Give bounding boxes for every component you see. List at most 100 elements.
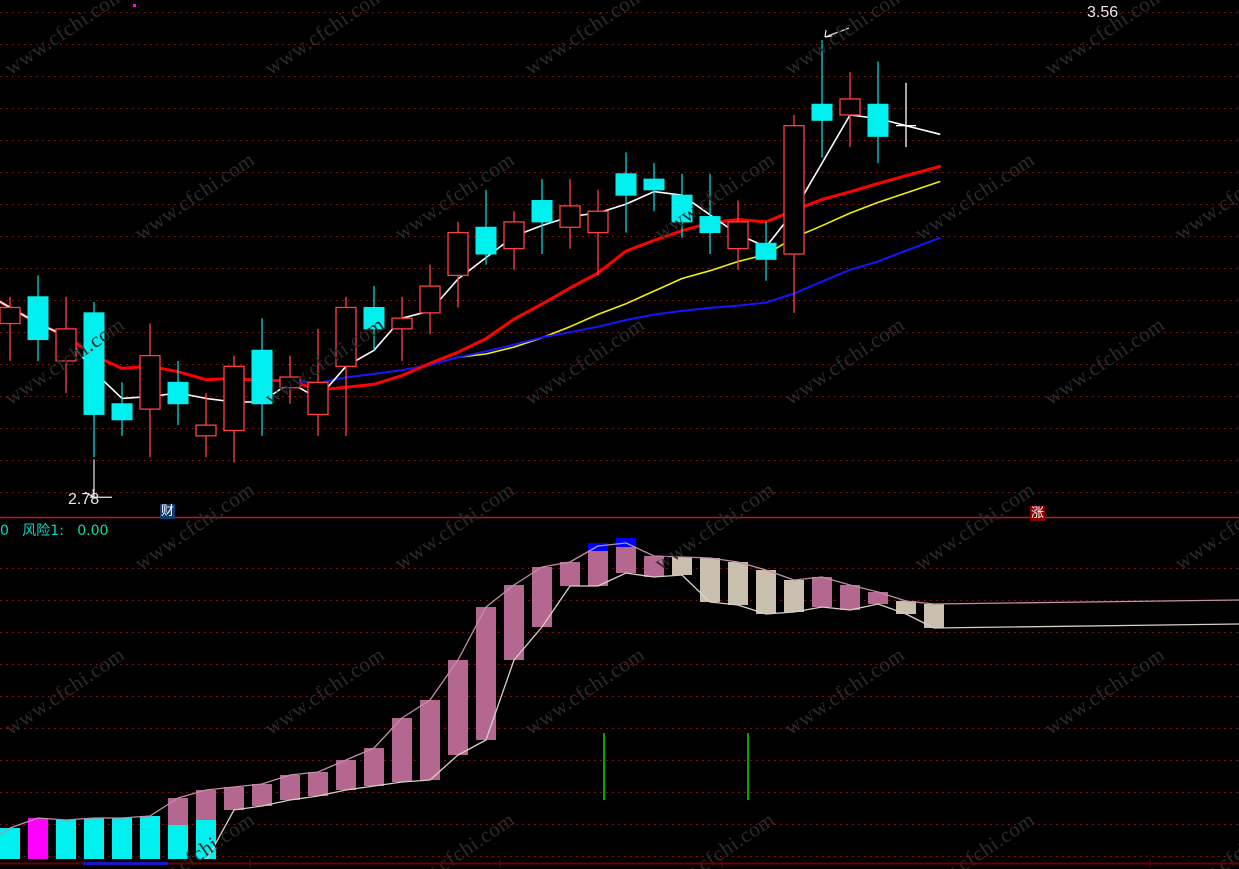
candlestick[interactable]	[727, 200, 749, 271]
risk-indicator-pane[interactable]	[0, 519, 1239, 859]
indicator-title-prefix: 0	[0, 523, 9, 539]
candlestick[interactable]	[503, 211, 525, 271]
indicator-bar	[28, 818, 48, 859]
candle-body	[811, 103, 833, 121]
indicator-bar	[0, 828, 20, 859]
low-price-label: 2.78	[68, 491, 100, 508]
indicator-bar	[280, 775, 300, 800]
candlestick[interactable]	[559, 179, 581, 249]
candlestick[interactable]	[0, 296, 21, 361]
indicator-bar	[196, 820, 216, 859]
candlestick[interactable]	[83, 302, 105, 458]
indicator-bar	[56, 820, 76, 859]
indicator-bar	[560, 562, 580, 586]
candlestick[interactable]	[896, 82, 916, 148]
candlestick[interactable]	[335, 296, 357, 436]
indicator-bar	[112, 818, 132, 859]
candle-body	[447, 231, 469, 277]
candle-body	[783, 125, 805, 255]
candlestick[interactable]	[111, 382, 133, 436]
candlestick[interactable]	[27, 275, 49, 361]
indicator-chart-canvas[interactable]	[0, 519, 1239, 859]
candlestick[interactable]	[391, 296, 413, 361]
scrollbar-thumb[interactable]	[84, 862, 168, 865]
indicator-bar	[168, 825, 188, 859]
candle-body	[83, 312, 105, 415]
indicator-bar	[196, 790, 216, 820]
candle-body	[727, 221, 749, 250]
indicator-bar	[784, 580, 804, 612]
candlestick[interactable]	[279, 355, 301, 404]
candlestick[interactable]	[447, 221, 469, 308]
indicator-bar	[364, 748, 384, 786]
candlestick[interactable]	[195, 393, 217, 458]
candlestick[interactable]	[167, 360, 189, 426]
indicator-bar	[140, 816, 160, 859]
indicator-bar	[896, 601, 916, 614]
indicator-bar	[308, 772, 328, 796]
indicator-bar	[448, 660, 468, 755]
candlestick[interactable]	[307, 328, 329, 436]
price-chart-canvas[interactable]	[0, 0, 1239, 519]
candlestick[interactable]	[251, 318, 273, 436]
indicator-bar	[224, 787, 244, 810]
indicator-bar	[588, 546, 608, 586]
indicator-bar	[504, 585, 524, 660]
candlestick[interactable]	[755, 221, 777, 281]
candle-body	[419, 285, 441, 314]
candlestick[interactable]	[55, 296, 77, 394]
rise-signal-marker[interactable]: 涨	[1030, 506, 1046, 521]
candlestick[interactable]	[839, 72, 861, 148]
indicator-bar	[84, 818, 104, 859]
indicator-bar	[728, 562, 748, 605]
indicator-bar	[336, 760, 356, 790]
candle-body	[615, 173, 637, 196]
indicator-bar	[756, 570, 776, 614]
horizontal-scrollbar[interactable]	[0, 859, 1239, 869]
buy-signal-marker[interactable]: 财	[160, 504, 176, 519]
candle-body	[139, 354, 161, 410]
indicator-bar	[392, 718, 412, 782]
candlestick[interactable]	[223, 355, 245, 463]
indicator-bar	[924, 604, 944, 628]
candle-body	[363, 306, 385, 330]
indicator-bar	[700, 558, 720, 602]
candlestick[interactable]	[531, 179, 553, 254]
candle-body	[699, 216, 721, 234]
indicator-title-bar: 0 风险1: 0.00	[0, 520, 108, 540]
candlestick[interactable]	[671, 173, 693, 238]
candlestick[interactable]	[419, 264, 441, 335]
indicator-title-label: 风险1:	[22, 523, 64, 539]
indicator-bar	[644, 556, 664, 577]
candlestick[interactable]	[615, 152, 637, 233]
candle-body	[587, 210, 609, 234]
candlestick[interactable]	[811, 40, 833, 158]
low-marker-arrow-icon	[84, 459, 95, 498]
candlestick-price-pane[interactable]	[0, 0, 1239, 519]
candle-body	[391, 317, 413, 330]
candlestick[interactable]	[783, 114, 805, 313]
candle-body	[559, 205, 581, 228]
candlestick[interactable]	[587, 189, 609, 276]
indicator-upper-line	[0, 542, 1239, 835]
candle-body	[867, 103, 889, 137]
candlestick[interactable]	[475, 189, 497, 265]
indicator-bar	[420, 700, 440, 780]
candlestick[interactable]	[139, 323, 161, 458]
candle-body	[251, 349, 273, 405]
indicator-bar	[532, 567, 552, 627]
candle-body	[839, 98, 861, 116]
indicator-bar	[476, 607, 496, 740]
candle-body	[279, 376, 301, 389]
candlestick[interactable]	[699, 173, 721, 254]
indicator-bar	[868, 592, 888, 604]
indicator-title-value: 0.00	[77, 523, 109, 539]
candlestick[interactable]	[643, 163, 665, 212]
candle-body	[195, 424, 217, 437]
candle-body	[307, 381, 329, 416]
candlestick[interactable]	[363, 286, 385, 351]
indicator-bar	[168, 798, 188, 825]
candle-body	[0, 306, 21, 325]
candlestick[interactable]	[867, 61, 889, 164]
